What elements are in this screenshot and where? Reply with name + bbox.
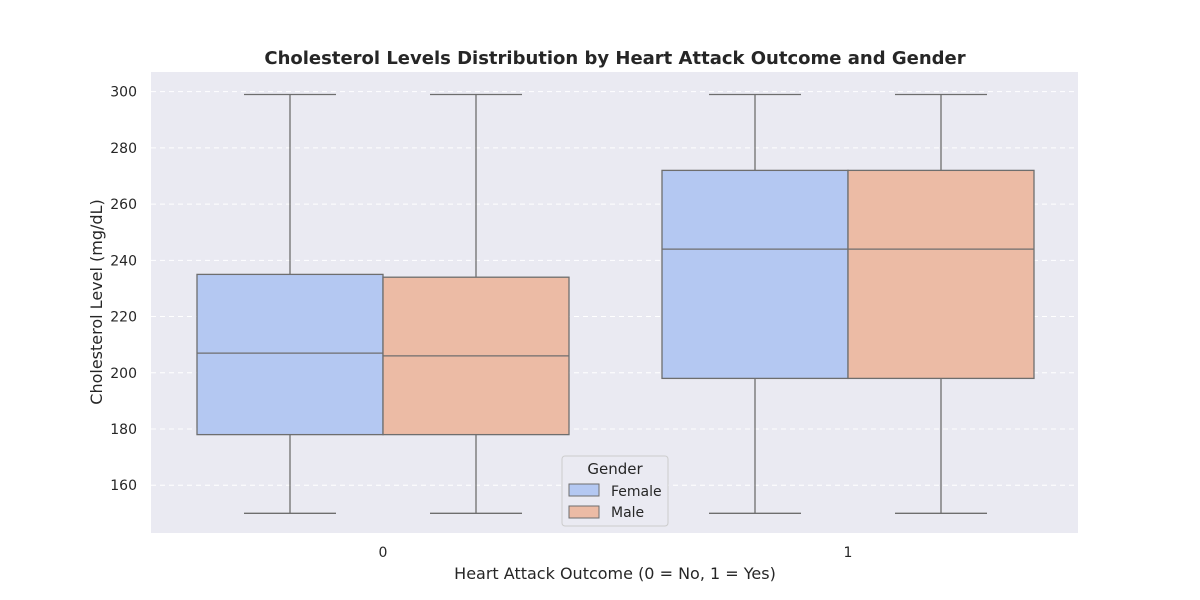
- legend: Gender Female Male: [561, 455, 669, 527]
- legend-swatch-male: [568, 505, 600, 519]
- x-tick-label: 0: [379, 545, 388, 561]
- y-tick-label: 220: [110, 310, 137, 326]
- y-tick-label: 160: [110, 478, 137, 494]
- legend-label-female: Female: [611, 484, 662, 500]
- iqr-box: [196, 273, 384, 436]
- box-male-1: [847, 93, 1035, 514]
- box-female-0: [196, 93, 384, 514]
- y-axis-label: Cholesterol Level (mg/dL): [87, 199, 106, 404]
- legend-label-male: Male: [611, 505, 644, 521]
- y-axis-ticks: 160 180 200 220 240 260 280 300: [110, 85, 137, 495]
- box-male-0: [382, 93, 570, 514]
- legend-title: Gender: [587, 460, 643, 478]
- y-tick-label: 240: [110, 253, 137, 269]
- iqr-box: [661, 169, 849, 380]
- chart-title: Cholesterol Levels Distribution by Heart…: [264, 48, 965, 69]
- y-tick-label: 280: [110, 141, 137, 157]
- box-plots: [196, 93, 1035, 514]
- x-tick-label: 1: [844, 545, 853, 561]
- y-tick-label: 260: [110, 197, 137, 213]
- y-tick-label: 200: [110, 366, 137, 382]
- y-tick-label: 180: [110, 422, 137, 438]
- box-female-1: [661, 93, 849, 514]
- y-tick-label: 300: [110, 85, 137, 101]
- iqr-box: [847, 169, 1035, 380]
- legend-swatch-female: [568, 483, 600, 497]
- x-axis-label: Heart Attack Outcome (0 = No, 1 = Yes): [454, 564, 776, 583]
